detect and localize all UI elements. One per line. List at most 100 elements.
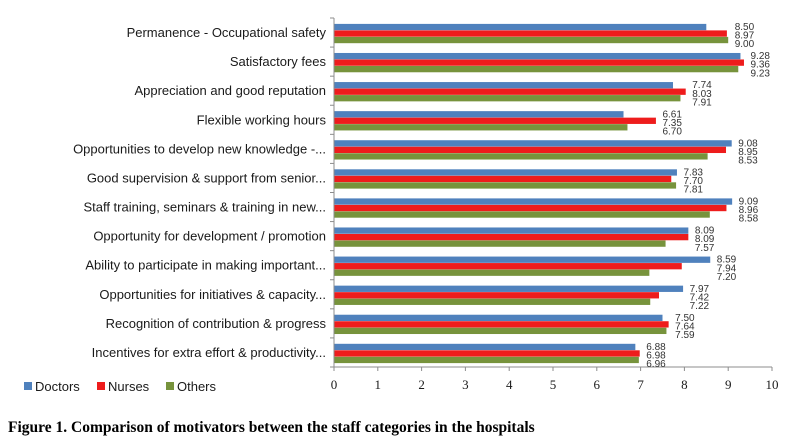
x-tick-label: 7	[637, 377, 644, 392]
bar-nurses	[334, 350, 640, 357]
legend-swatch-nurses	[97, 382, 105, 390]
bar-nurses	[334, 321, 669, 328]
bar-nurses	[334, 263, 682, 270]
data-label-others: 7.81	[683, 185, 703, 196]
category-label: Good supervision & support from senior..…	[87, 170, 326, 185]
x-tick-label: 8	[681, 377, 688, 392]
x-tick-label: 10	[766, 377, 779, 392]
data-label-nurses: 7.70	[683, 176, 703, 187]
x-tick-label: 1	[375, 377, 382, 392]
x-tick-label: 6	[594, 377, 601, 392]
category-label: Recognition of contribution & progress	[106, 316, 327, 331]
bar-doctors	[334, 227, 689, 234]
bars-layer	[334, 23, 744, 364]
legend-swatch-doctors	[24, 382, 32, 390]
data-label-doctors: 7.74	[692, 80, 712, 91]
data-label-doctors: 9.08	[738, 138, 758, 149]
data-label-doctors: 9.09	[739, 197, 759, 208]
data-label-nurses: 7.64	[675, 321, 695, 332]
data-label-doctors: 7.97	[690, 284, 710, 295]
bar-doctors	[334, 343, 636, 351]
bar-doctors	[334, 111, 624, 118]
legend-label-others: Others	[177, 379, 217, 394]
bar-doctors	[334, 198, 733, 205]
data-label-doctors: 9.28	[750, 51, 770, 62]
data-label-doctors: 6.88	[646, 342, 666, 353]
x-tick-label: 3	[462, 377, 469, 392]
bar-nurses	[334, 233, 689, 241]
data-label-nurses: 7.94	[717, 263, 737, 274]
bar-others	[334, 356, 639, 364]
data-label-doctors: 6.61	[662, 109, 682, 120]
bar-nurses	[334, 88, 686, 95]
data-label-others: 7.22	[690, 301, 710, 312]
bar-doctors	[334, 23, 707, 31]
bar-others	[334, 211, 710, 218]
x-tick-label: 0	[331, 377, 338, 392]
data-label-doctors: 7.83	[683, 167, 703, 178]
data-label-nurses: 7.42	[690, 292, 710, 303]
category-label: Opportunities to develop new knowledge -…	[73, 141, 326, 156]
category-label: Opportunity for development / promotion	[93, 229, 326, 244]
category-label: Staff training, seminars & training in n…	[83, 200, 326, 215]
bar-nurses	[334, 204, 727, 212]
figure-caption: Figure 1. Comparison of motivators betwe…	[8, 419, 535, 436]
data-label-others: 6.70	[662, 126, 682, 137]
legend-swatch-others	[166, 382, 174, 390]
bar-others	[334, 153, 708, 160]
bar-doctors	[334, 314, 663, 322]
data-label-others: 7.57	[695, 243, 715, 254]
category-label: Permanence - Occupational safety	[127, 25, 327, 40]
bar-others	[334, 240, 666, 247]
x-tick-label: 4	[506, 377, 513, 392]
legend: Doctors Nurses Others	[24, 379, 217, 394]
legend-label-nurses: Nurses	[108, 379, 150, 394]
bar-doctors	[334, 169, 677, 176]
data-label-nurses: 8.09	[695, 234, 715, 245]
data-label-doctors: 8.50	[735, 22, 755, 33]
data-label-nurses: 8.03	[692, 89, 712, 100]
data-label-doctors: 8.59	[717, 255, 737, 266]
bar-nurses	[334, 59, 744, 66]
axis-layer	[330, 17, 773, 371]
bar-nurses	[334, 30, 727, 37]
data-label-others: 8.53	[738, 156, 758, 167]
data-label-doctors: 7.50	[675, 313, 695, 324]
data-label-nurses: 9.36	[750, 60, 770, 71]
x-tick-label: 9	[725, 377, 732, 392]
bar-doctors	[334, 140, 732, 147]
data-label-others: 7.20	[717, 272, 737, 283]
bar-others	[334, 65, 739, 73]
data-label-nurses: 8.97	[735, 31, 755, 42]
category-label: Appreciation and good reputation	[134, 83, 326, 98]
data-label-others: 7.59	[675, 330, 695, 341]
category-label: Incentives for extra effort & productivi…	[92, 345, 326, 360]
category-label: Opportunities for initiatives & capacity…	[99, 287, 326, 302]
bar-nurses	[334, 175, 672, 183]
data-label-nurses: 8.95	[738, 147, 758, 158]
data-label-nurses: 7.35	[662, 118, 682, 129]
bar-nurses	[334, 292, 659, 299]
bar-others	[334, 95, 681, 102]
bar-others	[334, 327, 667, 335]
bar-others	[334, 36, 729, 44]
data-label-nurses: 8.96	[739, 205, 759, 216]
bar-doctors	[334, 82, 674, 89]
bar-doctors	[334, 256, 711, 263]
bar-others	[334, 182, 677, 189]
bar-doctors	[334, 52, 741, 60]
data-label-others: 9.00	[735, 39, 755, 50]
legend-label-doctors: Doctors	[35, 379, 80, 394]
bar-others	[334, 269, 650, 276]
data-label-others: 8.58	[739, 214, 759, 225]
bar-nurses	[334, 117, 656, 124]
bar-doctors	[334, 285, 684, 292]
x-tick-label: 2	[418, 377, 425, 392]
data-label-nurses: 6.98	[646, 351, 666, 362]
category-label: Ability to participate in making importa…	[85, 258, 326, 273]
labels-layer: Permanence - Occupational safety 8.508.97…	[73, 22, 778, 392]
bar-others	[334, 124, 628, 131]
category-label: Flexible working hours	[197, 112, 327, 127]
x-tick-label: 5	[550, 377, 557, 392]
